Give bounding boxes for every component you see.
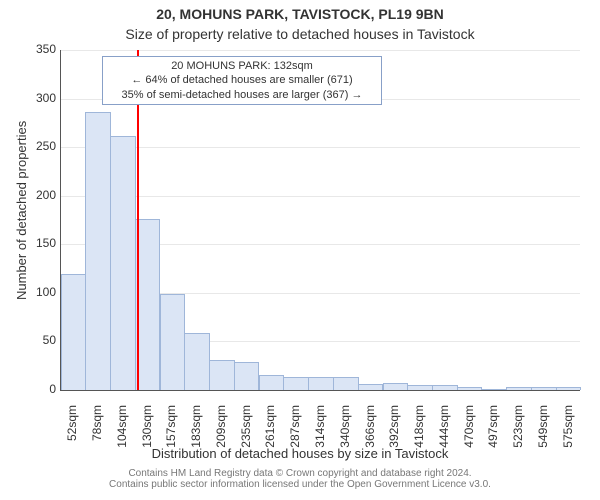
histogram-bar [259,375,285,390]
y-tick-label: 150 [20,236,56,250]
y-tick-label: 50 [20,333,56,347]
histogram-bar [184,333,210,390]
footer-copyright: Contains HM Land Registry data © Crown c… [0,468,600,490]
histogram-bar [308,377,334,390]
histogram-bar [209,360,235,390]
histogram-bar [61,274,87,390]
footer-line1: Contains HM Land Registry data © Crown c… [128,468,471,479]
y-tick-label: 250 [20,139,56,153]
histogram-bar [160,294,186,390]
chart-title-address: 20, MOHUNS PARK, TAVISTOCK, PL19 9BN [0,6,600,22]
y-tick-label: 200 [20,188,56,202]
y-tick-label: 300 [20,91,56,105]
histogram-bar [234,362,260,390]
annotation-smaller-pct: ← 64% of detached houses are smaller (67… [107,73,377,87]
annotation-larger-pct: 35% of semi-detached houses are larger (… [107,88,377,102]
histogram-bar [85,112,111,390]
y-axis-line [60,50,61,390]
y-tick-label: 0 [20,382,56,396]
property-size-histogram: 20, MOHUNS PARK, TAVISTOCK, PL19 9BN Siz… [0,0,600,500]
annotation-callout: 20 MOHUNS PARK: 132sqm ← 64% of detached… [102,56,382,105]
y-tick-label: 100 [20,285,56,299]
histogram-bar [333,377,359,390]
annotation-property-size: 20 MOHUNS PARK: 132sqm [107,59,377,73]
y-tick-label: 350 [20,42,56,56]
x-axis-line [60,390,580,391]
chart-title-subtitle: Size of property relative to detached ho… [0,26,600,42]
footer-line2: Contains public sector information licen… [109,479,491,490]
histogram-bar [110,136,136,390]
histogram-bar [283,377,309,390]
x-axis-label: Distribution of detached houses by size … [0,446,600,461]
histogram-bar [383,383,409,390]
